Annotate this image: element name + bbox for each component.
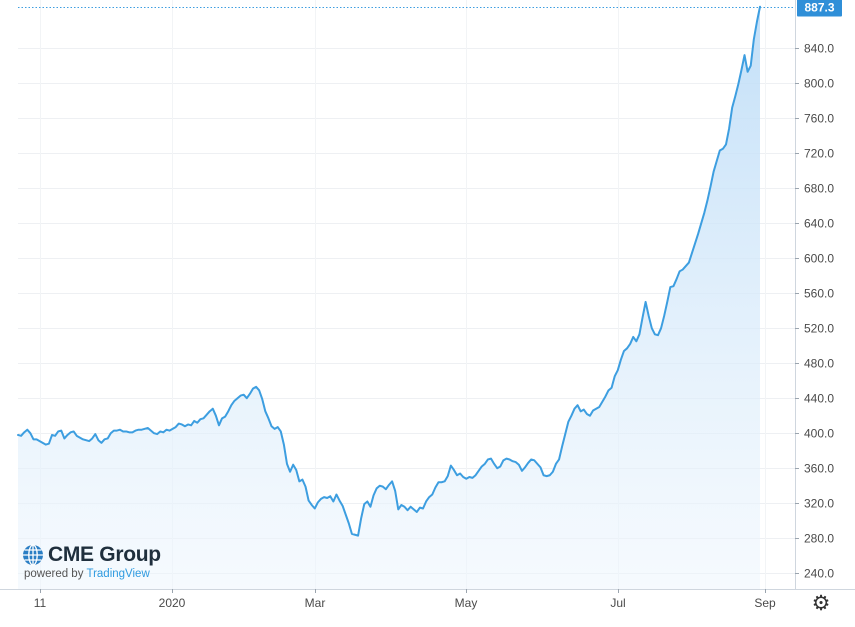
x-tick-label: 2020 (159, 596, 186, 610)
cme-group-logo: CME Group powered by TradingView (22, 543, 161, 580)
y-tick-label: 760.0 (804, 112, 834, 126)
y-tick-label: 640.0 (804, 217, 834, 231)
y-tick-label: 800.0 (804, 77, 834, 91)
gear-icon[interactable]: ⚙ (811, 591, 831, 615)
globe-icon (23, 544, 43, 566)
powered-prefix: powered by (24, 568, 84, 580)
y-tick-label: 840.0 (804, 42, 834, 56)
y-tick-label: 360.0 (804, 462, 834, 476)
x-tick-label: 11 (34, 596, 47, 610)
grid-lines (18, 0, 795, 589)
axes (0, 0, 855, 590)
y-tick-label: 600.0 (804, 252, 834, 266)
y-tick-label: 720.0 (804, 147, 834, 161)
area-fill-layer (18, 6, 760, 590)
series-line[interactable] (17, 5, 761, 537)
logo-text: CME Group (48, 543, 161, 566)
last-value-badge (797, 0, 842, 17)
tradingview-link[interactable]: TradingView (86, 568, 150, 580)
x-axis-ticks: 11 2020 Mar May Jul Sep (34, 589, 776, 610)
y-tick-label: 400.0 (804, 427, 834, 441)
x-tick-label: Sep (754, 596, 776, 610)
series-line-layer (17, 5, 761, 537)
x-tick-label: May (455, 596, 478, 610)
series-area-fill (18, 6, 760, 590)
y-tick-label: 280.0 (804, 532, 834, 546)
y-tick-label: 440.0 (804, 392, 834, 406)
y-tick-label: 240.0 (804, 567, 834, 581)
last-value-label: 887.3 (804, 1, 834, 15)
y-axis-ticks: 240.0 280.0 320.0 360.0 400.0 440.0 480.0 520.0… (795, 42, 834, 581)
powered-by-text[interactable]: powered by TradingView (24, 568, 161, 580)
y-tick-label: 520.0 (804, 322, 834, 336)
y-tick-label: 320.0 (804, 497, 834, 511)
y-tick-label: 480.0 (804, 357, 834, 371)
y-tick-label: 560.0 (804, 287, 834, 301)
x-tick-label: Jul (610, 596, 625, 610)
x-tick-label: Mar (305, 596, 326, 610)
last-value-group: 887.3 (18, 0, 842, 17)
y-tick-label: 680.0 (804, 182, 834, 196)
